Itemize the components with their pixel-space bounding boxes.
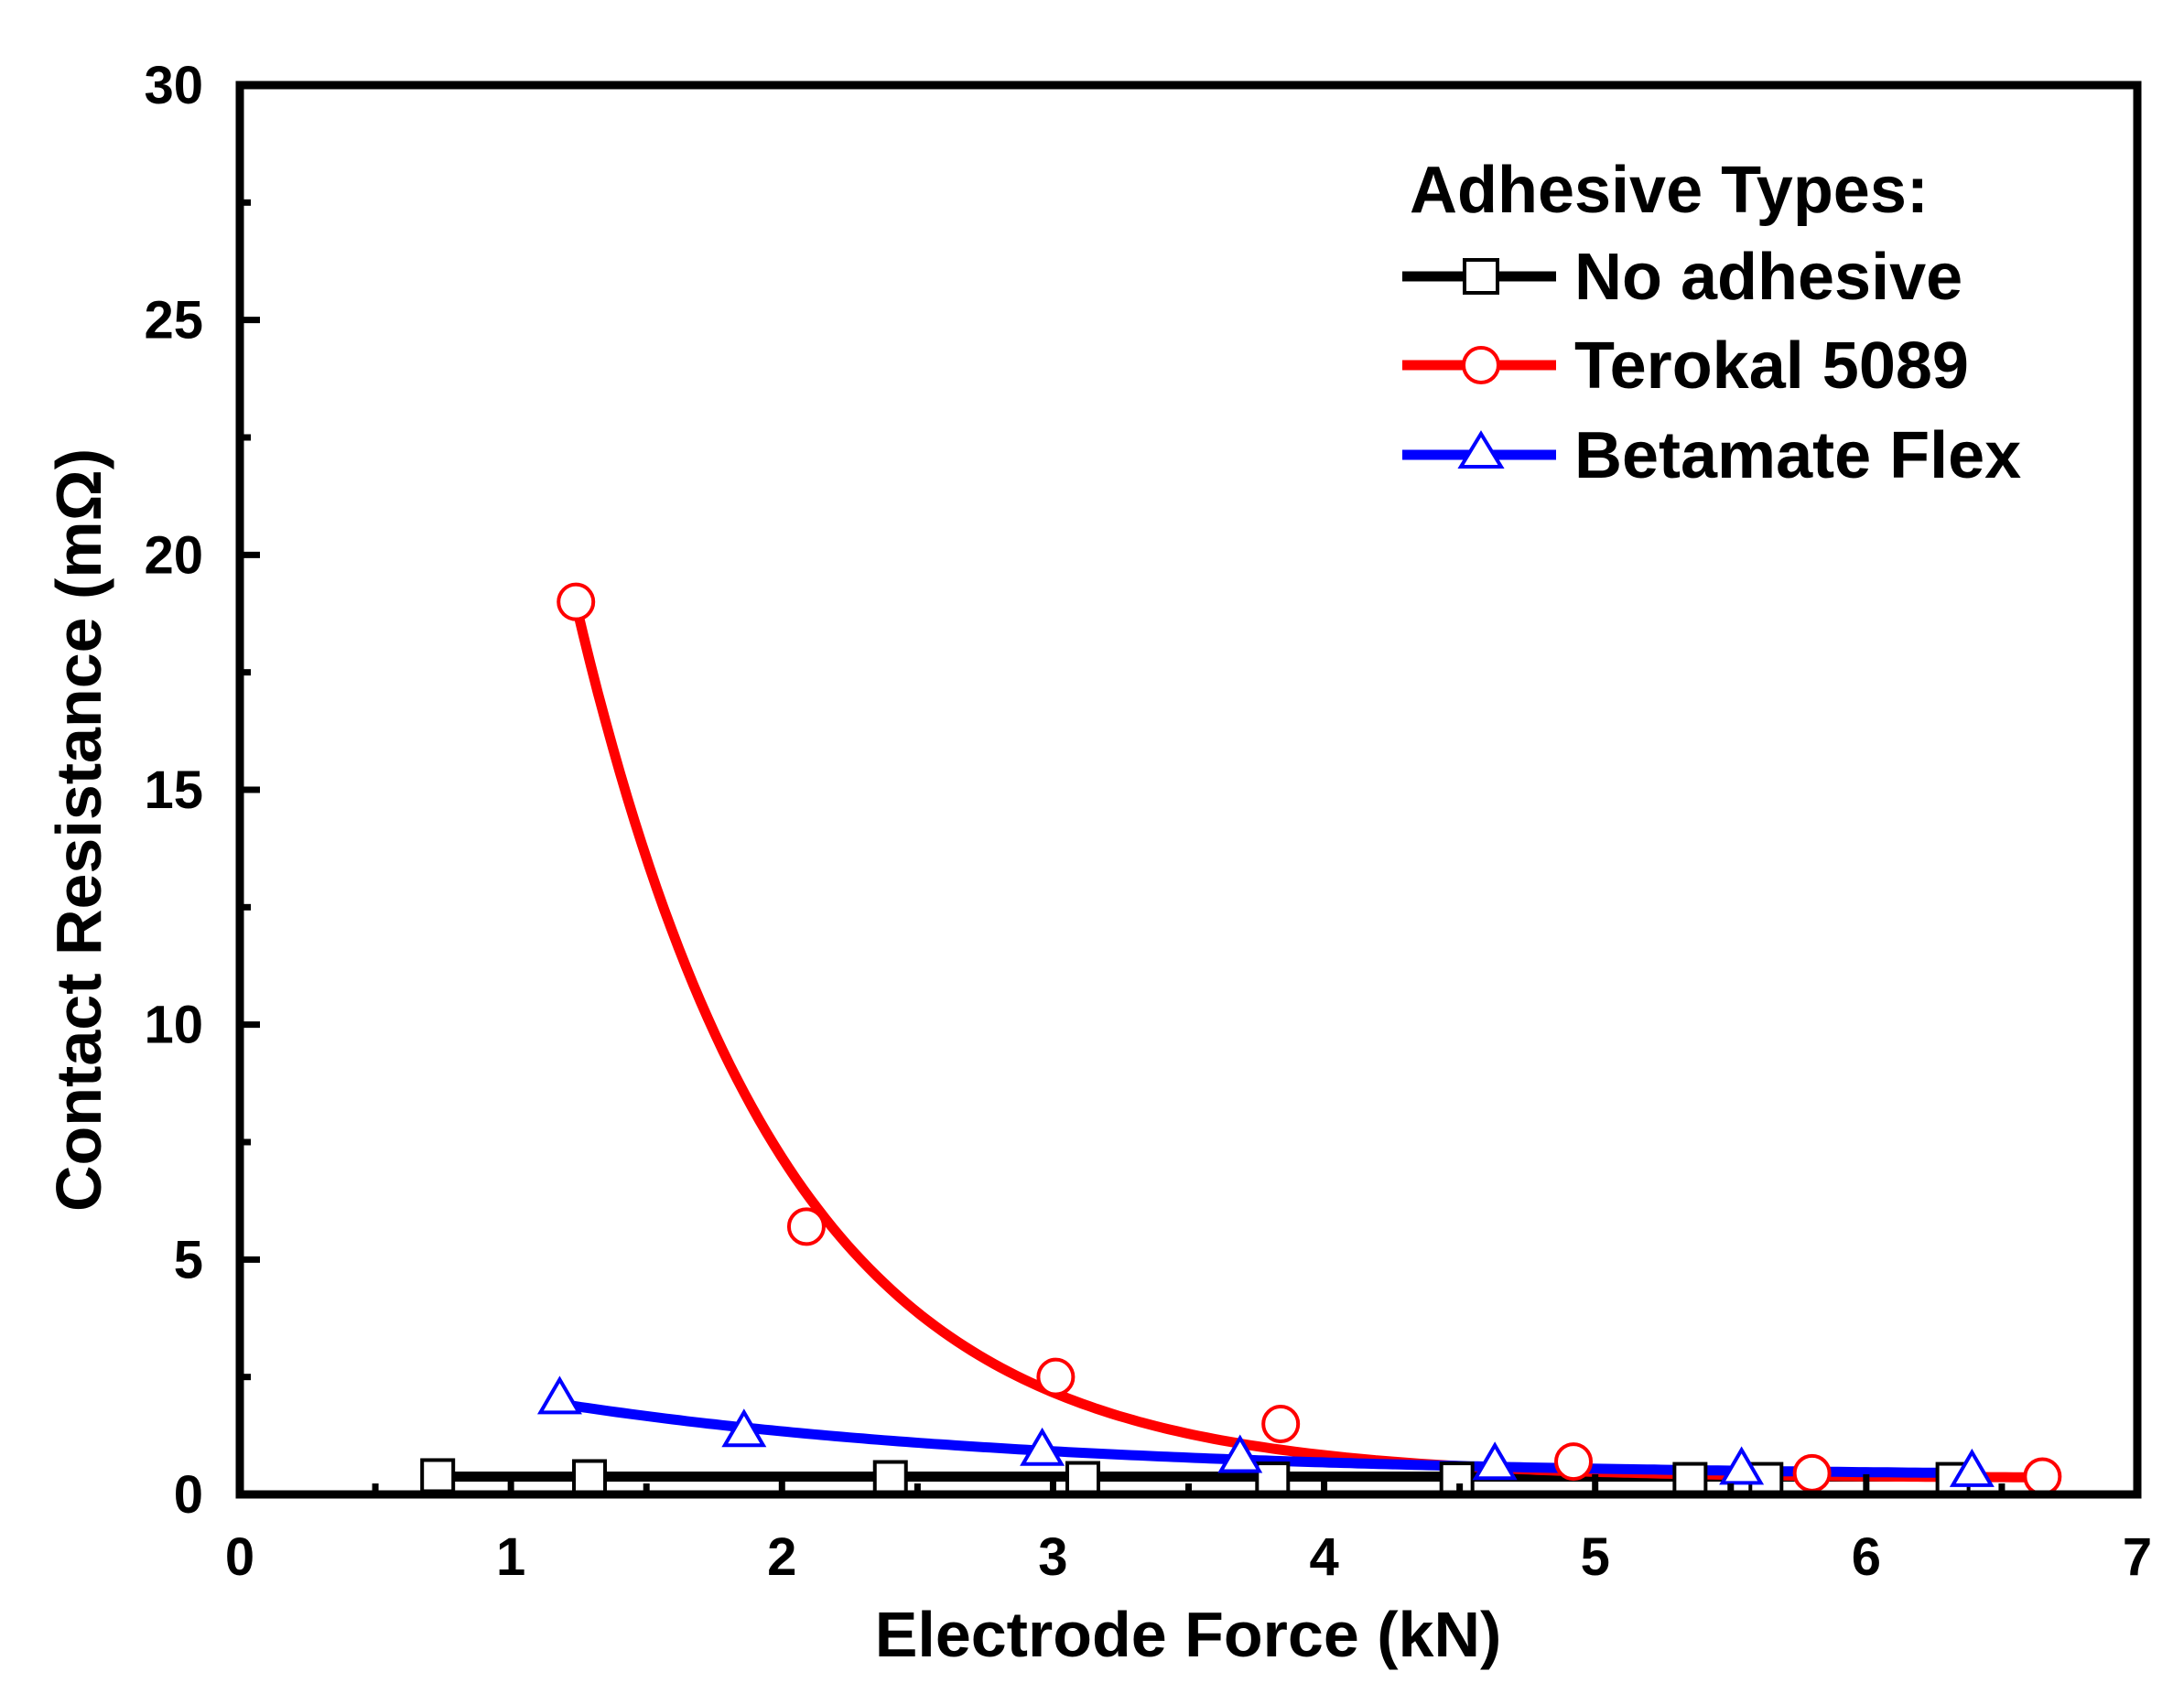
- y-tick-label: 25: [144, 291, 203, 351]
- legend-marker-triangle: [1457, 430, 1505, 469]
- legend-label-no-adhesive: No adhesive: [1574, 241, 1962, 314]
- fit-curve-1: [570, 599, 2048, 1483]
- x-tick-label: 4: [1309, 1527, 1338, 1587]
- data-markers: [420, 582, 2062, 1497]
- legend-marker-circle: [1462, 346, 1500, 384]
- y-tick-label: 15: [144, 760, 203, 820]
- data-point-triangle: [536, 1375, 582, 1415]
- legend-label-betamate: Betamate Flex: [1574, 419, 2021, 492]
- y-tick-label: 5: [174, 1230, 203, 1289]
- legend-entry-terokal: Terokal 5089: [1402, 329, 1969, 403]
- data-point-circle: [786, 1207, 826, 1246]
- x-tick-label: 7: [2123, 1527, 2152, 1587]
- data-point-square: [1672, 1461, 1708, 1497]
- x-axis-title: Electrode Force (kN): [875, 1599, 1502, 1670]
- legend-entry-no-adhesive: No adhesive: [1402, 241, 1962, 314]
- data-point-triangle: [721, 1408, 767, 1448]
- x-tick-label: 3: [1038, 1527, 1067, 1587]
- data-point-circle: [1261, 1405, 1301, 1443]
- legend-label-terokal: Terokal 5089: [1574, 329, 1969, 403]
- data-point-triangle: [1472, 1441, 1518, 1481]
- data-point-triangle: [1020, 1427, 1065, 1466]
- data-point-circle: [1554, 1442, 1594, 1482]
- y-tick-label: 0: [174, 1465, 203, 1525]
- x-tick-label: 1: [496, 1527, 525, 1587]
- fit-curves: [432, 599, 2048, 1483]
- data-point-square: [1255, 1461, 1291, 1497]
- data-point-square: [420, 1458, 456, 1494]
- data-point-square: [1065, 1461, 1101, 1496]
- data-point-circle: [2023, 1457, 2062, 1496]
- y-axis-ticks: 0 5 10 15 20 25 30: [144, 56, 260, 1525]
- x-tick-label: 6: [1852, 1527, 1881, 1587]
- data-point-triangle: [1949, 1448, 1995, 1487]
- x-tick-label: 5: [1581, 1527, 1610, 1587]
- x-tick-label: 2: [767, 1527, 796, 1587]
- data-point-triangle: [1217, 1434, 1263, 1473]
- y-tick-label: 20: [144, 525, 203, 585]
- data-point-square: [572, 1459, 608, 1494]
- data-point-square: [872, 1460, 908, 1495]
- legend-marker-square: [1463, 258, 1499, 295]
- data-point-circle: [557, 582, 596, 621]
- legend: Adhesive Types: No adhesive Terokal 5089…: [1402, 154, 2021, 492]
- data-point-circle: [1036, 1357, 1076, 1397]
- data-point-triangle: [1719, 1446, 1765, 1485]
- legend-entry-betamate: Betamate Flex: [1402, 419, 2021, 492]
- data-point-circle: [1792, 1453, 1832, 1493]
- y-tick-label: 10: [144, 996, 203, 1055]
- y-axis-title: Contact Resistance (mΩ): [43, 448, 114, 1212]
- x-tick-label: 0: [225, 1527, 254, 1587]
- legend-title: Adhesive Types:: [1410, 154, 1929, 227]
- y-tick-label: 30: [144, 56, 203, 115]
- x-axis-ticks: 0 1 2 3 4 5 6 7: [225, 1474, 2152, 1587]
